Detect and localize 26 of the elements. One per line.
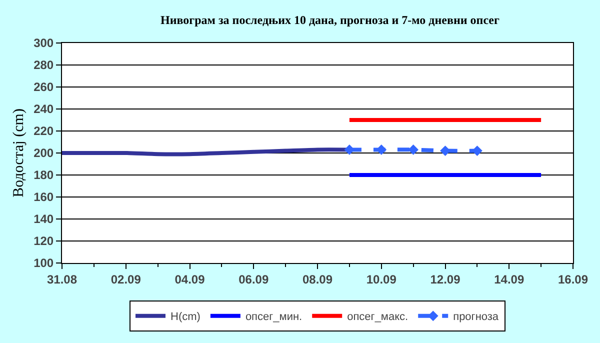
legend-label: прогноза	[453, 311, 500, 324]
y-tick-label: 200	[34, 146, 54, 160]
y-tick-label: 100	[34, 256, 54, 270]
x-tick-label: 10.09	[366, 272, 397, 286]
legend-label: H(cm)	[170, 311, 200, 324]
x-tick-label: 14.09	[494, 272, 524, 286]
y-axis-title: Водостај (cm)	[10, 108, 27, 198]
legend-label: опсег_макс.	[347, 311, 408, 324]
y-tick-label: 300	[34, 36, 54, 50]
y-tick-label: 160	[34, 190, 54, 204]
y-tick-label: 140	[34, 212, 54, 226]
x-tick-label: 16.09	[558, 272, 588, 286]
y-tick-label: 120	[34, 234, 54, 248]
x-tick-label: 31.08	[46, 272, 78, 286]
y-tick-label: 240	[34, 102, 54, 116]
chart-title: Нивограм за последњих 10 дана, прогноза и 7-мо дневни опсег	[160, 12, 500, 27]
y-tick-label: 260	[34, 80, 54, 94]
y-tick-label: 180	[34, 168, 54, 182]
x-tick-label: 12.09	[430, 272, 461, 286]
y-tick-label: 220	[34, 124, 54, 138]
x-tick-label: 04.09	[174, 272, 206, 286]
x-tick-label: 02.09	[110, 272, 142, 286]
y-tick-label: 280	[34, 58, 54, 72]
legend-label: опсег_мин.	[245, 311, 302, 324]
x-tick-label: 06.09	[238, 272, 269, 286]
x-tick-label: 08.09	[302, 272, 333, 286]
